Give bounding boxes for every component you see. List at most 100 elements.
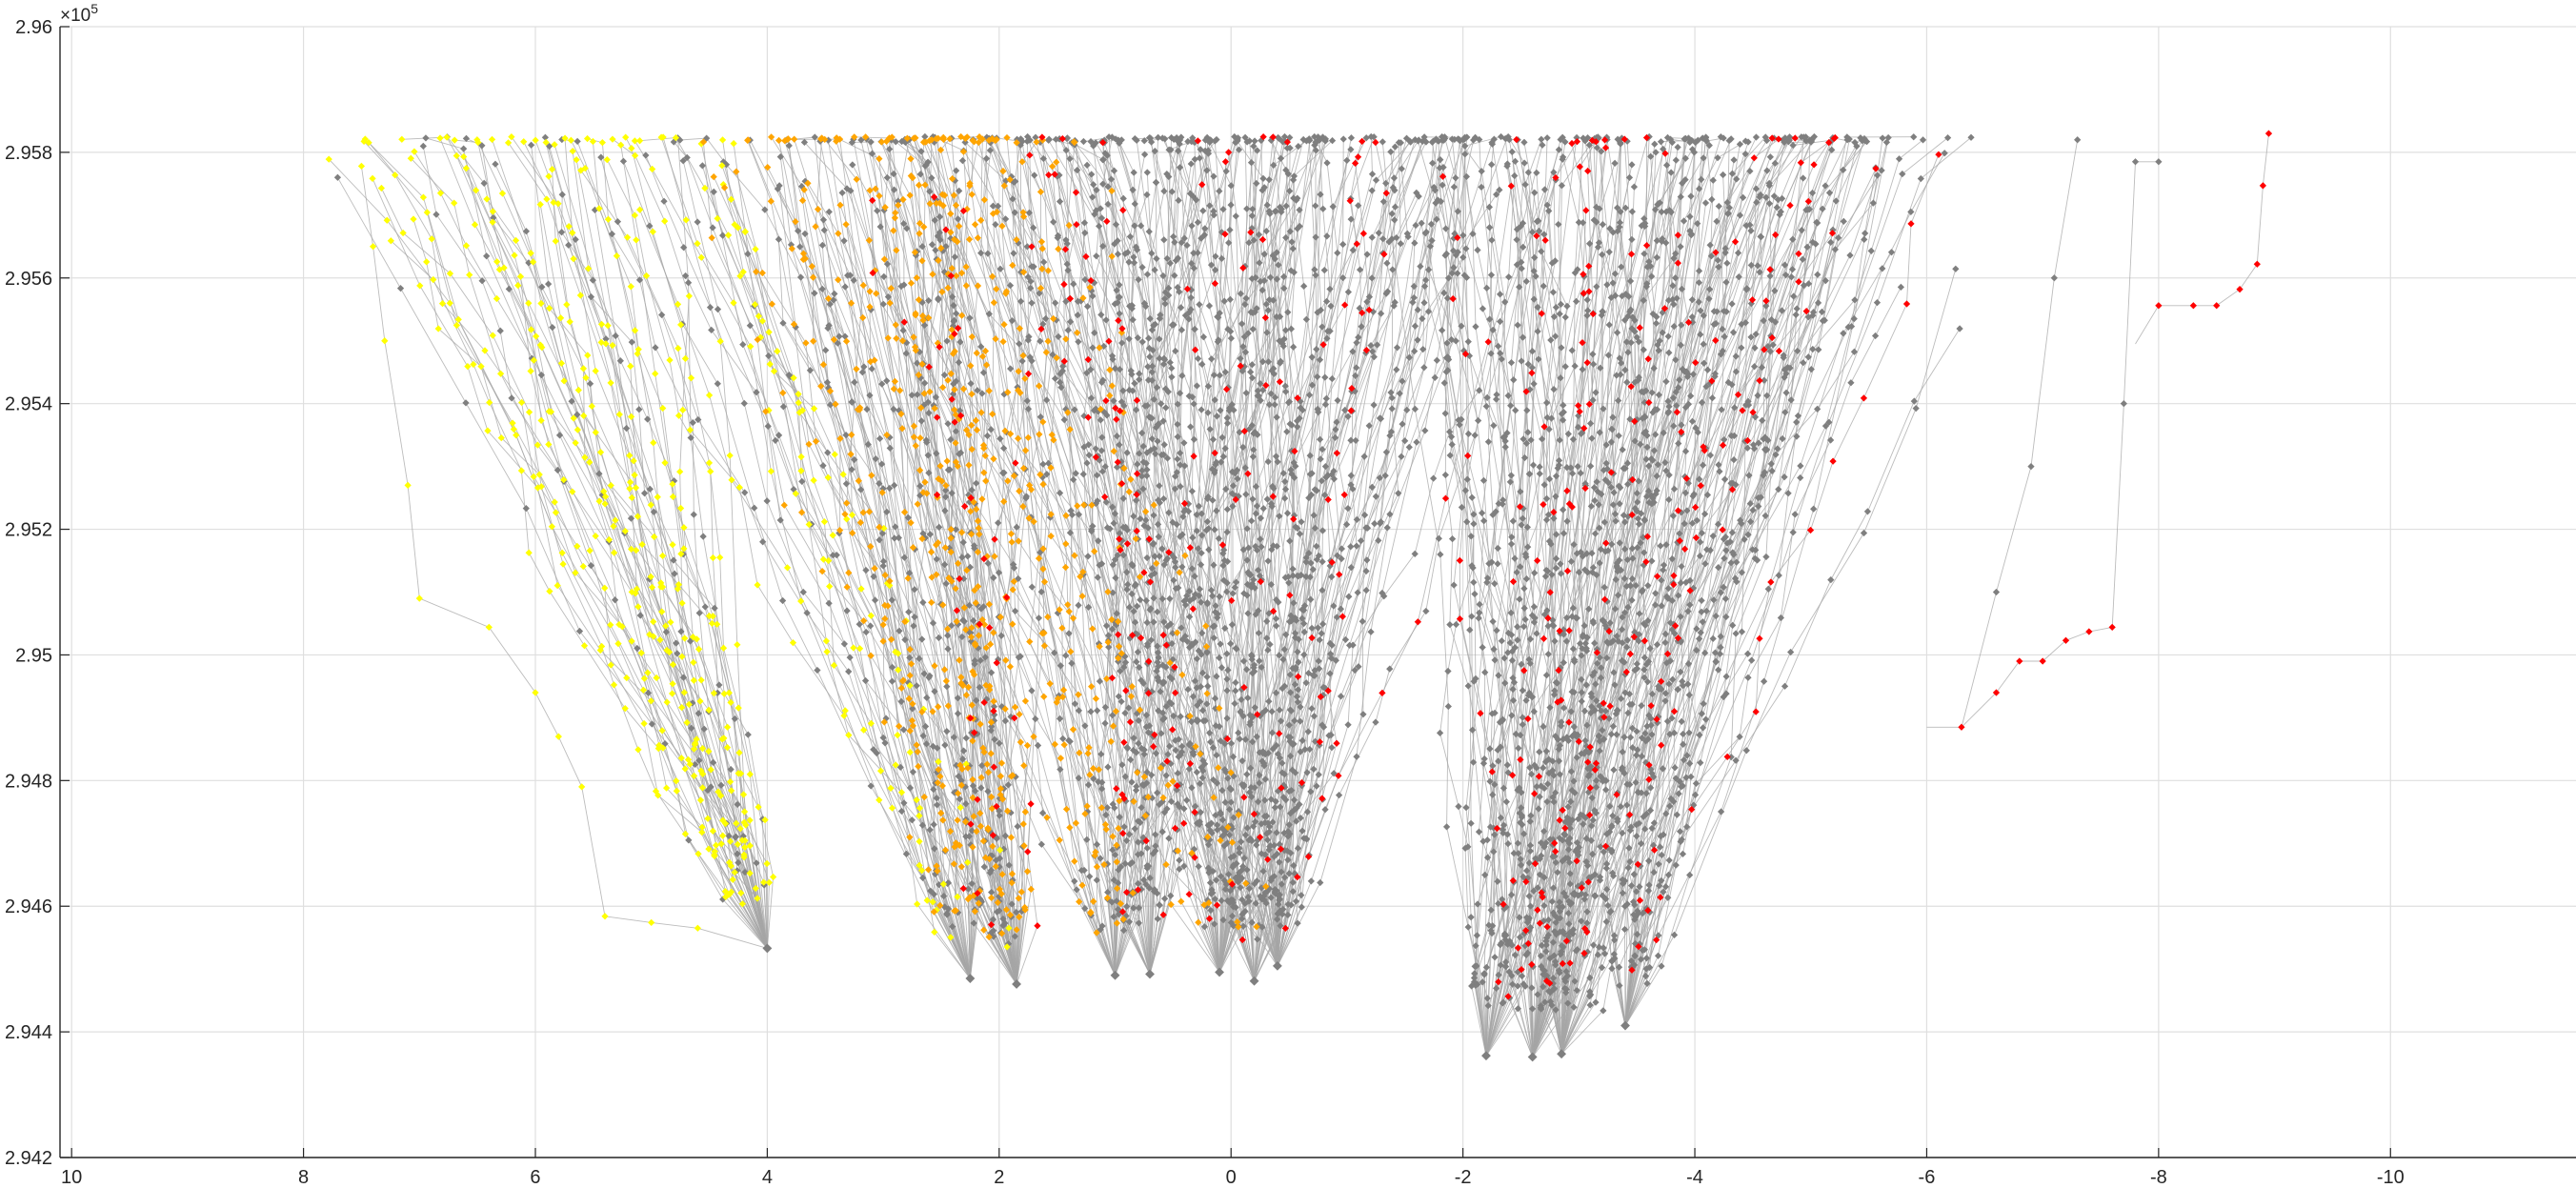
data-point-gray	[834, 339, 841, 347]
data-point-gray	[1741, 150, 1749, 158]
data-point-gray	[1603, 654, 1611, 662]
data-point-gray	[896, 627, 903, 634]
data-point-gray	[818, 285, 826, 293]
data-point-gray	[492, 160, 499, 168]
data-point-gray	[1517, 861, 1525, 869]
data-point-gray	[919, 598, 927, 606]
data-point-gray	[1637, 539, 1644, 547]
data-point-gray	[1132, 786, 1140, 795]
data-point-gray	[1746, 517, 1755, 526]
data-point-gray	[1655, 391, 1662, 399]
data-point-gray	[801, 230, 809, 238]
data-point-gray	[1119, 494, 1127, 502]
data-point-gray	[1180, 805, 1188, 813]
data-point-gray	[976, 656, 984, 664]
data-point-gray	[1555, 745, 1562, 754]
data-point-gray	[1316, 636, 1323, 644]
data-point-gray	[644, 415, 652, 423]
data-point-gray	[951, 253, 959, 261]
data-point-gray	[1664, 332, 1672, 340]
data-point-gray	[1552, 858, 1560, 866]
data-point-gray	[1334, 552, 1341, 559]
data-point-gray	[1520, 453, 1529, 462]
data-point-gray	[1171, 238, 1178, 246]
data-point-gray	[1206, 202, 1214, 210]
data-point-gray	[989, 916, 997, 923]
data-point-gray	[1685, 691, 1693, 699]
trajectory-line	[1624, 209, 1823, 1026]
data-point-gray	[1699, 724, 1707, 732]
trajectory-line	[1277, 142, 1493, 967]
data-point-gray	[1177, 449, 1184, 457]
data-point-gray	[1125, 704, 1133, 712]
data-point-gray	[1183, 241, 1191, 250]
data-point-gray	[977, 343, 985, 351]
trajectory-line	[463, 156, 768, 949]
data-point-gray	[1272, 797, 1279, 805]
data-point-gray	[958, 156, 967, 165]
data-point-gray	[1272, 614, 1280, 623]
data-point-gray	[1695, 185, 1703, 192]
data-point-gray	[1688, 417, 1697, 425]
data-point-gray	[1027, 277, 1035, 285]
data-point-gray	[941, 741, 949, 749]
data-point-gray	[555, 432, 564, 439]
trajectory-line	[1133, 173, 1171, 975]
data-point-gray	[1702, 383, 1710, 391]
data-point-gray	[1216, 187, 1223, 195]
data-point-gray	[1677, 668, 1684, 675]
data-point-gray	[1709, 176, 1717, 184]
data-point-gray	[1253, 841, 1260, 849]
data-point-gray	[968, 879, 976, 888]
data-point-gray	[1677, 243, 1684, 251]
data-point-gray	[842, 480, 851, 488]
data-point-gray	[1152, 750, 1160, 757]
trajectory-line	[771, 136, 1017, 985]
data-point-gray	[970, 919, 977, 927]
data-point-gray	[1615, 482, 1623, 490]
data-point-gray	[1207, 261, 1216, 269]
data-point-gray	[1277, 922, 1284, 930]
data-point-gray	[1524, 360, 1532, 368]
data-point-gray	[1550, 312, 1559, 321]
trajectory-line	[1277, 186, 1512, 967]
data-point-gray	[1661, 883, 1670, 891]
data-point-gray	[1626, 734, 1635, 741]
data-point-gray	[1330, 770, 1338, 777]
data-point-gray	[1251, 668, 1258, 675]
data-point-gray	[1869, 199, 1878, 207]
data-point-gray	[1288, 238, 1296, 246]
trajectory-line	[1926, 626, 2113, 728]
data-point-gray	[1590, 484, 1599, 492]
data-point-gray	[1160, 236, 1168, 244]
data-point-gray	[1490, 645, 1498, 654]
data-point-gray	[1721, 249, 1729, 256]
data-point-gray	[1428, 236, 1436, 245]
trajectory-line	[1532, 140, 1699, 1057]
data-point-gray	[1052, 299, 1059, 307]
data-point-gray	[1678, 421, 1685, 429]
data-point-gray	[1580, 707, 1589, 715]
data-point-gray	[1540, 764, 1547, 772]
data-point-gray	[1273, 413, 1280, 421]
data-point-gray	[904, 513, 912, 522]
trajectory-line	[1016, 145, 1044, 985]
data-point-gray	[1520, 159, 1528, 167]
data-point-gray	[1578, 697, 1585, 705]
data-point-gray	[1527, 812, 1535, 819]
data-point-gray	[1225, 871, 1233, 878]
data-point-gray	[1533, 630, 1540, 637]
trajectory-line	[975, 224, 1220, 973]
data-point-gray	[1028, 687, 1036, 695]
data-point-gray	[1199, 333, 1208, 341]
data-point-gray	[1613, 731, 1620, 738]
data-point-gray	[1125, 831, 1134, 838]
data-point-gray	[1670, 485, 1679, 493]
data-point-gray	[1538, 839, 1545, 847]
data-point-gray	[1116, 281, 1123, 289]
data-point-gray	[1767, 460, 1775, 468]
data-point-gray	[1611, 936, 1619, 944]
data-point-gray	[1201, 136, 1209, 144]
data-point-gray	[1176, 164, 1184, 171]
data-point-gray	[930, 820, 937, 829]
